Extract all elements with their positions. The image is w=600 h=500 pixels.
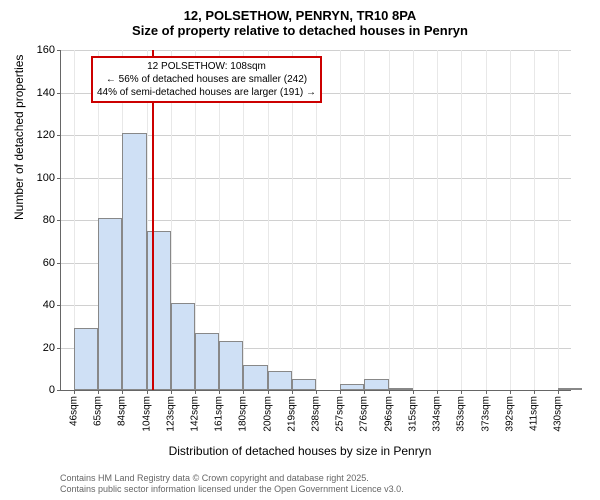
xtick-mark (413, 390, 414, 394)
ytick-mark (57, 135, 61, 136)
xtick-label: 180sqm (237, 396, 248, 432)
gridline-v (558, 50, 559, 390)
xtick-label: 411sqm (529, 396, 540, 431)
chart-title-line2: Size of property relative to detached ho… (0, 23, 600, 42)
xtick-label: 104sqm (141, 396, 152, 432)
xtick-label: 353sqm (456, 396, 467, 432)
xtick-mark (340, 390, 341, 394)
info-line2: ← 56% of detached houses are smaller (24… (97, 73, 316, 86)
histogram-bar (219, 341, 243, 390)
gridline-v (437, 50, 438, 390)
y-axis-label: Number of detached properties (12, 55, 26, 220)
xtick-mark (219, 390, 220, 394)
info-line1: 12 POLSETHOW: 108sqm (97, 60, 316, 73)
xtick-label: 46sqm (68, 396, 79, 426)
ytick-label: 120 (37, 129, 55, 141)
ytick-label: 100 (37, 172, 55, 184)
gridline-v (461, 50, 462, 390)
histogram-bar (268, 371, 292, 390)
xtick-mark (122, 390, 123, 394)
gridline-v (486, 50, 487, 390)
ytick-mark (57, 220, 61, 221)
xtick-label: 65sqm (92, 396, 103, 426)
histogram-bar (292, 379, 316, 390)
histogram-bar (558, 388, 582, 390)
histogram-bar (389, 388, 413, 390)
ytick-label: 0 (49, 384, 55, 396)
xtick-mark (74, 390, 75, 394)
gridline-v (413, 50, 414, 390)
ytick-mark (57, 93, 61, 94)
xtick-mark (195, 390, 196, 394)
histogram-bar (147, 231, 171, 390)
info-line3: 44% of semi-detached houses are larger (… (97, 86, 316, 99)
histogram-bar (171, 303, 195, 390)
ytick-mark (57, 390, 61, 391)
xtick-label: 315sqm (408, 396, 419, 432)
xtick-mark (558, 390, 559, 394)
xtick-label: 392sqm (505, 396, 516, 432)
histogram-bar (74, 328, 98, 390)
xtick-mark (98, 390, 99, 394)
x-axis-label: Distribution of detached houses by size … (0, 444, 600, 458)
xtick-mark (461, 390, 462, 394)
ytick-mark (57, 348, 61, 349)
gridline-v (389, 50, 390, 390)
ytick-label: 140 (37, 87, 55, 99)
ytick-mark (57, 305, 61, 306)
gridline-v (364, 50, 365, 390)
ytick-label: 40 (43, 299, 55, 311)
xtick-label: 238sqm (311, 396, 322, 432)
footer-line2: Contains public sector information licen… (60, 484, 404, 496)
xtick-label: 200sqm (263, 396, 274, 432)
xtick-mark (389, 390, 390, 394)
histogram-bar (195, 333, 219, 390)
xtick-mark (147, 390, 148, 394)
xtick-label: 430sqm (553, 396, 564, 432)
marker-info-box: 12 POLSETHOW: 108sqm← 56% of detached ho… (91, 56, 322, 103)
gridline-v (340, 50, 341, 390)
xtick-mark (364, 390, 365, 394)
xtick-mark (292, 390, 293, 394)
histogram-bar (98, 218, 122, 390)
xtick-mark (316, 390, 317, 394)
xtick-mark (268, 390, 269, 394)
xtick-mark (243, 390, 244, 394)
histogram-bar (364, 379, 389, 390)
ytick-label: 20 (43, 342, 55, 354)
xtick-label: 296sqm (384, 396, 395, 432)
plot-area: 02040608010012014016046sqm65sqm84sqm104s… (60, 50, 571, 391)
xtick-label: 373sqm (481, 396, 492, 432)
xtick-label: 161sqm (213, 396, 224, 432)
ytick-mark (57, 178, 61, 179)
footer-attribution: Contains HM Land Registry data © Crown c… (60, 473, 404, 496)
xtick-label: 334sqm (432, 396, 443, 432)
xtick-label: 219sqm (287, 396, 298, 432)
xtick-mark (437, 390, 438, 394)
gridline-v (510, 50, 511, 390)
histogram-bar (122, 133, 147, 390)
xtick-label: 84sqm (116, 396, 127, 426)
ytick-mark (57, 50, 61, 51)
chart-container: 12, POLSETHOW, PENRYN, TR10 8PA Size of … (0, 0, 600, 500)
xtick-label: 276sqm (358, 396, 369, 432)
xtick-mark (510, 390, 511, 394)
chart-title-line1: 12, POLSETHOW, PENRYN, TR10 8PA (0, 0, 600, 23)
xtick-mark (171, 390, 172, 394)
xtick-label: 123sqm (165, 396, 176, 432)
footer-line1: Contains HM Land Registry data © Crown c… (60, 473, 404, 485)
xtick-label: 142sqm (189, 396, 200, 432)
ytick-mark (57, 263, 61, 264)
ytick-label: 60 (43, 257, 55, 269)
xtick-label: 257sqm (334, 396, 345, 432)
xtick-mark (486, 390, 487, 394)
xtick-mark (534, 390, 535, 394)
ytick-label: 80 (43, 214, 55, 226)
gridline-v (534, 50, 535, 390)
histogram-bar (243, 365, 268, 391)
ytick-label: 160 (37, 44, 55, 56)
histogram-bar (340, 384, 364, 390)
